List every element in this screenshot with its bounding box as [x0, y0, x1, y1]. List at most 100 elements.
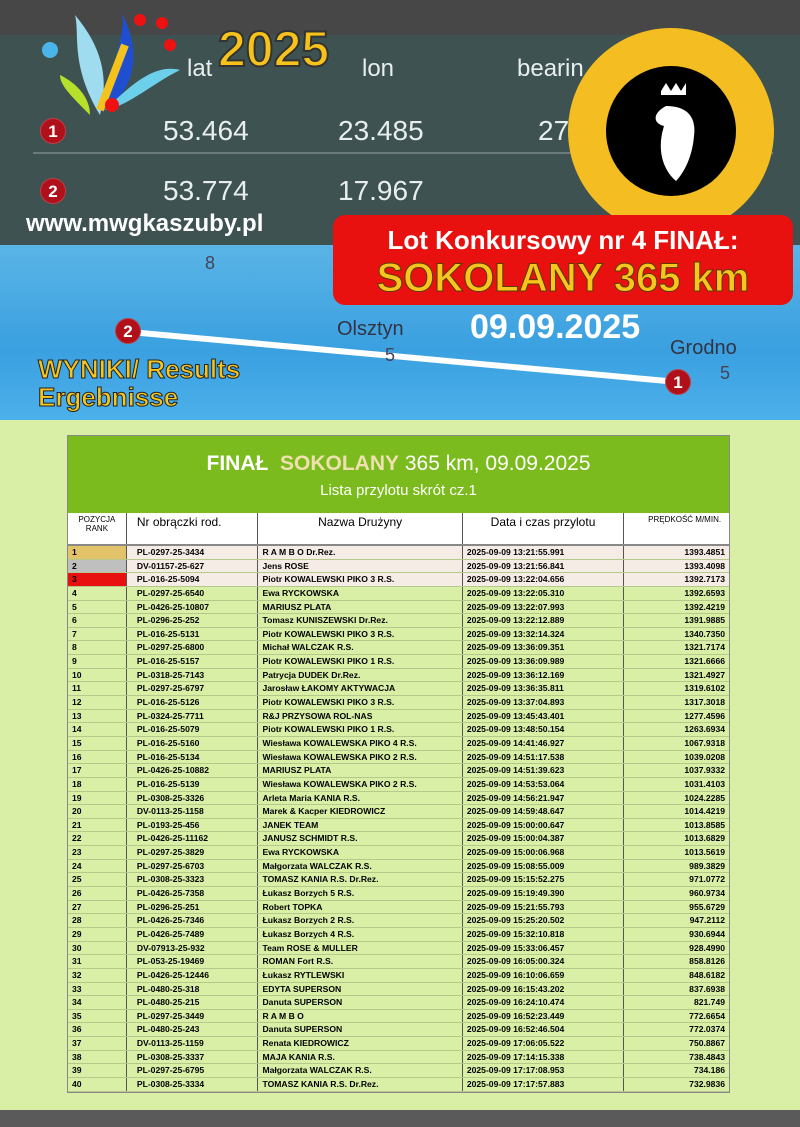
cell-rank: 24: [68, 859, 127, 873]
cell-rank: 6: [68, 614, 127, 627]
cell-ring: PL-053-25-19469: [127, 955, 259, 968]
table-row: 26 PL-0426-25-7358 Łukasz Borzych 5 R.S. 20…: [68, 887, 729, 901]
cell-speed: 955.6729: [689, 901, 726, 912]
cell-ring: PL-0297-25-6797: [127, 682, 259, 696]
cell-ring: PL-016-25-5139: [127, 777, 259, 791]
cell-ring: PL-016-25-5134: [127, 750, 259, 764]
cell-ring: PL-0297-25-3449: [127, 1009, 259, 1023]
cell-rank: 21: [68, 818, 127, 832]
cell-speed: 1317.3018: [684, 697, 726, 708]
cell-speed: 837.6938: [689, 983, 726, 994]
table-subtitle: Lista przylotu skrót cz.1: [320, 482, 477, 499]
cell-speed: 1321.7174: [684, 642, 726, 653]
cell-speed: 1263.6934: [684, 724, 726, 735]
cell-speed: 1392.6593: [684, 587, 726, 598]
cell-speed: 772.0374: [689, 1024, 726, 1035]
cell-time: 2025-09-09 13:22:12.889: [463, 614, 625, 627]
cell-team: Danuta SUPERSON: [258, 996, 463, 1009]
cell-team: R&J PRZYSOWA ROL-NAS: [258, 709, 463, 723]
cell-speed: 1393.4098: [684, 560, 726, 571]
cell-time: 2025-09-09 16:52:23.449: [463, 1009, 625, 1023]
cell-team: TOMASZ KANIA R.S. Dr.Rez.: [258, 1077, 463, 1091]
results-label: WYNIKI/ Results Ergebnisse: [37, 355, 240, 412]
cell-time: 2025-09-09 13:37:04.893: [463, 696, 625, 709]
title-location: SOKOLANY: [280, 452, 400, 475]
cell-team: Łukasz Borzych 4 R.S.: [258, 927, 463, 941]
cell-ring: PL-016-25-5126: [127, 696, 259, 709]
cell-team: Patrycja DUDEK Dr.Rez.: [258, 668, 463, 682]
cell-team: Tomasz KUNISZEWSKI Dr.Rez.: [258, 614, 463, 627]
cell-team: Michał WALCZAK R.S.: [258, 641, 463, 655]
cell-ring: PL-0480-25-243: [127, 1023, 259, 1037]
cell-rank: 4: [68, 586, 127, 600]
table-row: 16 PL-016-25-5134 Wiesława KOWALEWSKA PIKO…: [68, 750, 729, 765]
cell-rank: 25: [68, 873, 127, 887]
table-row: 13 PL-0324-25-7711 R&J PRZYSOWA ROL-NAS 202…: [68, 709, 729, 724]
cell-team: Małgorzata WALCZAK R.S.: [258, 859, 463, 873]
year-title: 2025: [217, 20, 330, 78]
table-title: FINAŁ SOKOLANY 365 km, 09.09.2025 Lista …: [68, 436, 729, 513]
cell-time: 2025-09-09 13:22:07.993: [463, 600, 625, 614]
table-row: 25 PL-0308-25-3323 TOMASZ KANIA R.S. Dr.Re…: [68, 873, 729, 888]
cell-team: Małgorzata WALCZAK R.S.: [258, 1064, 463, 1077]
cell-ring: PL-0308-25-3337: [127, 1050, 259, 1064]
wind-label: 5: [720, 363, 731, 383]
cell-time: 2025-09-09 17:06:05.522: [463, 1037, 625, 1050]
table-row: 10 PL-0318-25-7143 Patrycja DUDEK Dr.Rez. 2…: [68, 668, 729, 683]
cell-rank: 16: [68, 750, 127, 764]
cell-rank: 14: [68, 723, 127, 736]
cell-speed: 989.3829: [689, 860, 726, 871]
website-link[interactable]: www.mwgkaszuby.pl: [26, 210, 264, 237]
cell-rank: 5: [68, 600, 127, 614]
cell-rank: 30: [68, 941, 127, 955]
cell-ring: PL-0193-25-456: [127, 818, 259, 832]
cell-time: 2025-09-09 14:41:46.927: [463, 736, 625, 750]
cell-ring: PL-0308-25-3323: [127, 873, 259, 887]
cell-rank: 37: [68, 1037, 127, 1050]
cell-team: R A M B O: [258, 1009, 463, 1023]
cell-ring: PL-0297-25-6540: [127, 586, 259, 600]
header-team: Nazwa Drużyny: [258, 513, 463, 544]
cell-time: 2025-09-09 15:15:52.275: [463, 873, 625, 887]
table-row: 34 PL-0480-25-215 Danuta SUPERSON 2025-09-0…: [68, 996, 729, 1010]
cell-time: 2025-09-09 17:17:08.953: [463, 1064, 625, 1077]
cell-team: Wiesława KOWALEWSKA PIKO 2 R.S.: [258, 750, 463, 764]
cell-rank: 29: [68, 927, 127, 941]
map-pin-1: 1: [665, 369, 691, 395]
table-row: 6 PL-0296-25-252 Tomasz KUNISZEWSKI Dr.Rez…: [68, 614, 729, 628]
cell-rank: 12: [68, 696, 127, 709]
cell-time: 2025-09-09 17:14:15.338: [463, 1050, 625, 1064]
cell-time: 2025-09-09 14:59:48.647: [463, 805, 625, 818]
cell-rank: 10: [68, 668, 127, 682]
cell-speed: 971.0772: [689, 874, 726, 885]
table-row: 28 PL-0426-25-7346 Łukasz Borzych 2 R.S. 20…: [68, 914, 729, 928]
cell-ring: PL-016-25-5131: [127, 627, 259, 641]
cell-time: 2025-09-09 15:00:06.968: [463, 846, 625, 859]
cell-time: 2025-09-09 15:08:55.009: [463, 859, 625, 873]
cell-speed: 1039.0208: [684, 751, 726, 762]
cell-time: 2025-09-09 15:32:10.818: [463, 927, 625, 941]
cell-rank: 18: [68, 777, 127, 791]
cell-rank: 15: [68, 736, 127, 750]
table-row: 40 PL-0308-25-3334 TOMASZ KANIA R.S. Dr.Re…: [68, 1077, 729, 1092]
cell-ring: PL-0480-25-215: [127, 996, 259, 1009]
cell-speed: 1321.4927: [684, 669, 726, 680]
cell-team: ROMAN Fort R.S.: [258, 955, 463, 968]
table-row: 12 PL-016-25-5126 Piotr KOWALEWSKI PIKO 3 …: [68, 696, 729, 710]
cell-team: Jarosław ŁAKOMY AKTYWACJA: [258, 682, 463, 696]
cell-rank: 3: [68, 573, 127, 586]
table-row: 20 DV-0113-25-1158 Marek & Kacper KIEDROWI…: [68, 805, 729, 819]
title-distance-date: 365 km, 09.09.2025: [404, 452, 591, 475]
bearing-1: 27: [538, 115, 570, 146]
cell-speed: 1024.2285: [684, 792, 726, 803]
cell-speed: 1037.9332: [684, 765, 726, 776]
cell-speed: 750.8867: [689, 1038, 726, 1049]
cell-team: JANUSZ SCHMIDT R.S.: [258, 832, 463, 846]
cell-team: EDYTA SUPERSON: [258, 982, 463, 996]
cell-ring: PL-016-25-5079: [127, 723, 259, 736]
cell-ring: PL-0426-25-11162: [127, 832, 259, 846]
cell-ring: PL-0308-25-3334: [127, 1077, 259, 1091]
col-bearing: bearin: [517, 55, 584, 82]
table-row: 15 PL-016-25-5160 Wiesława KOWALEWSKA PIKO…: [68, 736, 729, 751]
cell-ring: PL-016-25-5157: [127, 655, 259, 668]
